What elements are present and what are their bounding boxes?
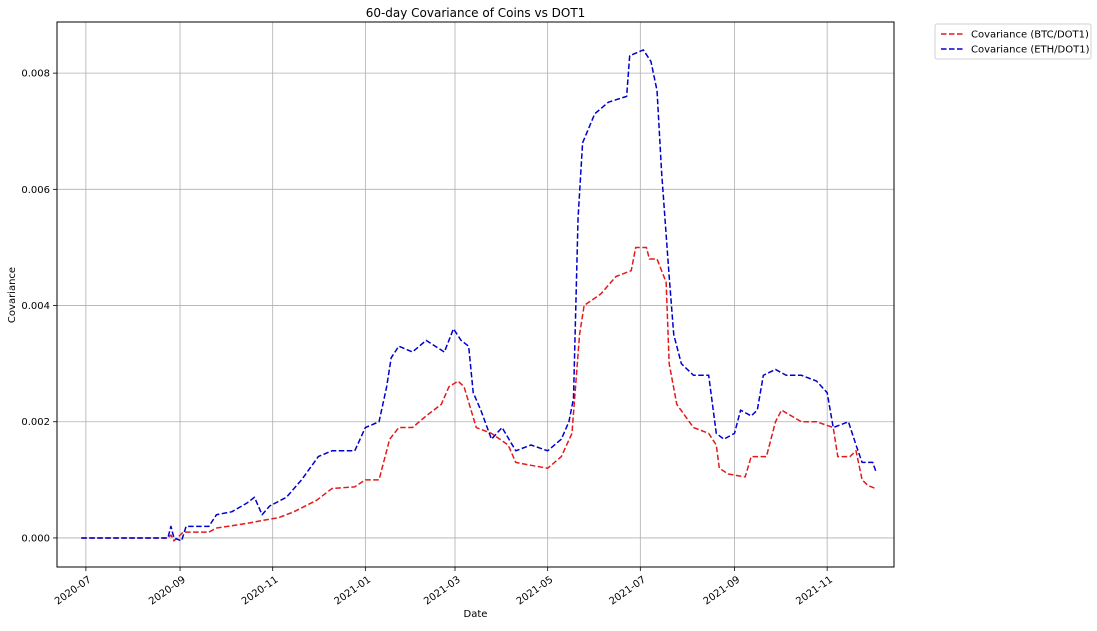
x-axis-label: Date — [464, 609, 488, 620]
legend-entry-label: Covariance (BTC/DOT1) — [971, 30, 1089, 41]
y-tick-label: 0.008 — [21, 69, 50, 80]
legend-box — [934, 23, 1092, 60]
chart-title: 60-day Covariance of Coins vs DOT1 — [366, 6, 586, 20]
y-axis-label: Covariance — [7, 267, 18, 323]
series-line-eth-dot1 — [81, 49, 877, 542]
grid-lines — [57, 22, 894, 567]
series-line-btc-dot1 — [81, 246, 877, 542]
legend: Covariance (BTC/DOT1) Covariance (ETH/DOT… — [934, 23, 1092, 60]
plot-area-frame — [56, 21, 895, 568]
y-tick-label: 0.004 — [21, 301, 50, 312]
series-lines — [81, 49, 877, 542]
y-tick-label: 0.002 — [21, 417, 50, 428]
legend-entry-label: Covariance (ETH/DOT1) — [971, 45, 1090, 56]
y-axis-ticks: 0.000 0.002 0.004 0.006 0.008 — [21, 69, 57, 544]
y-tick-label: 0.000 — [21, 533, 50, 544]
y-tick-label: 0.006 — [21, 185, 50, 196]
